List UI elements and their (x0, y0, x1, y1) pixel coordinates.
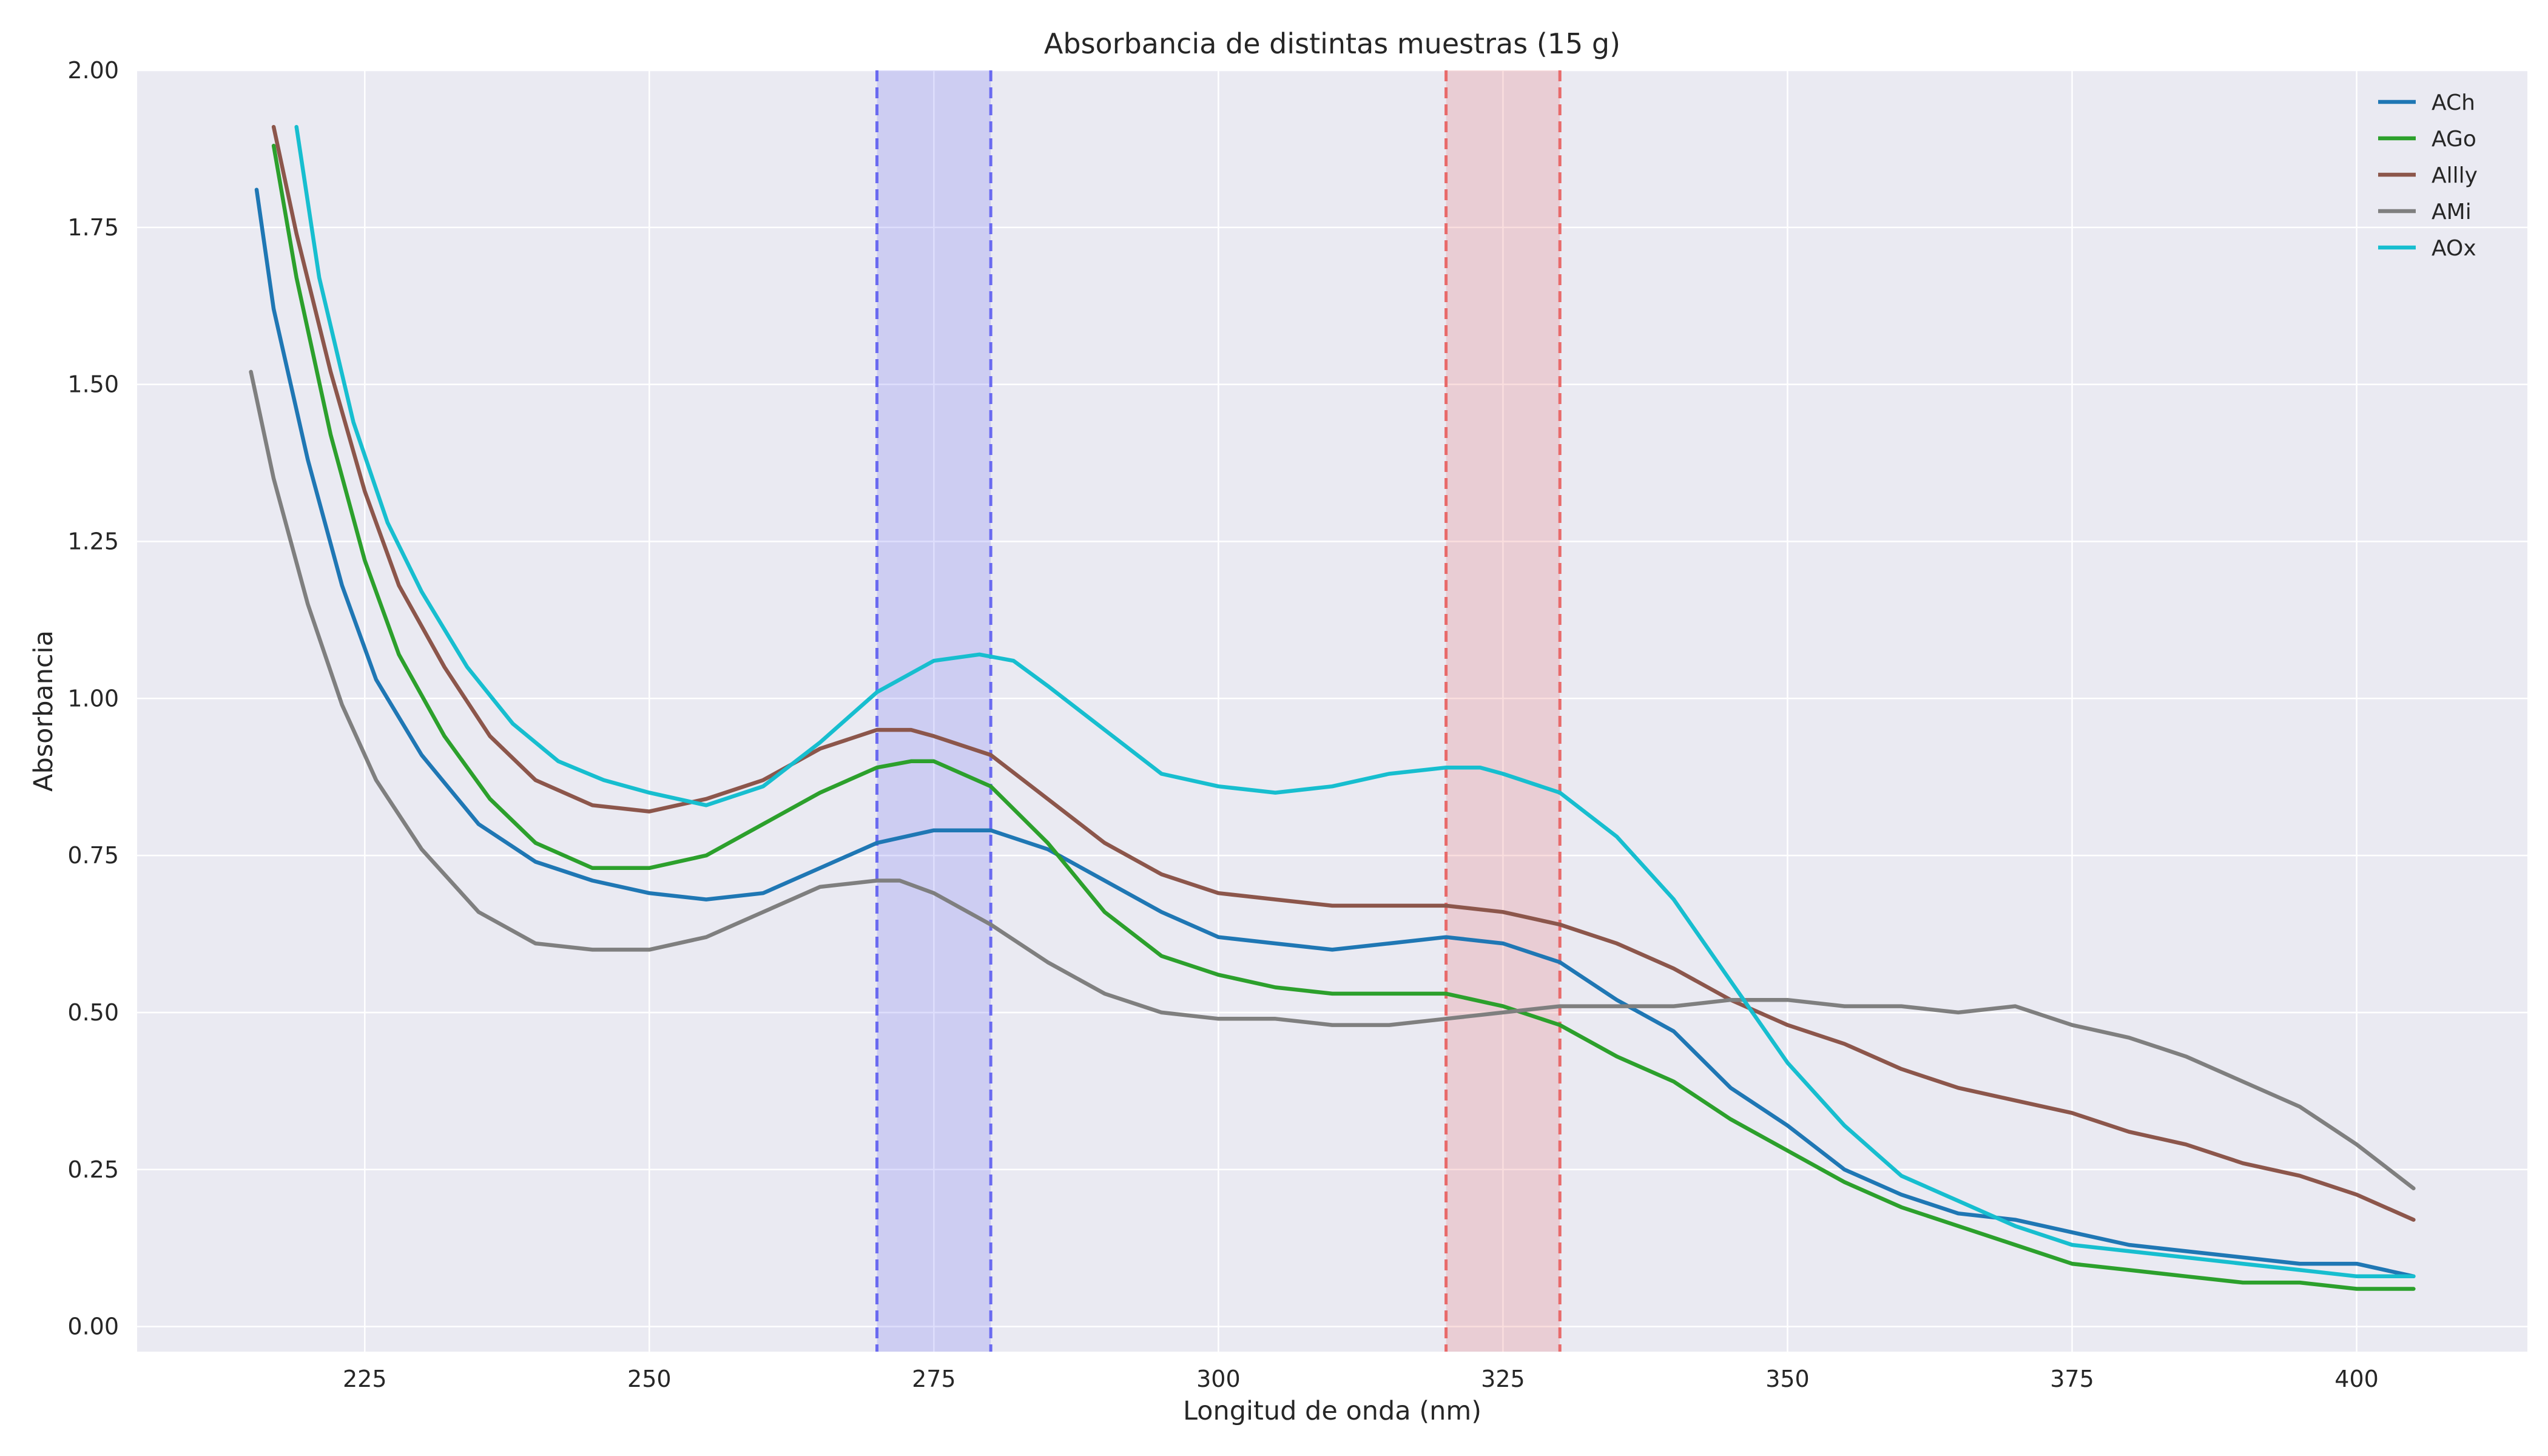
y-tick-label: 0.25 (67, 1156, 119, 1183)
y-tick-label: 0.00 (67, 1313, 119, 1340)
highlight-band (877, 70, 991, 1352)
series-line-aox (294, 124, 2416, 1279)
x-tick-label: 250 (627, 1366, 672, 1392)
y-tick-label: 1.75 (67, 214, 119, 241)
x-axis-title: Longitud de onda (nm) (1183, 1396, 1481, 1426)
y-tick-label: 0.50 (67, 999, 119, 1026)
legend-label-ami: AMi (2432, 200, 2472, 224)
series-line-ach (254, 187, 2416, 1279)
highlight-bands (875, 70, 1562, 1352)
highlight-band (1446, 70, 1560, 1352)
x-tick-label: 400 (2334, 1366, 2379, 1392)
y-tick-label: 2.00 (67, 57, 119, 84)
grid-lines (137, 69, 2527, 1352)
legend-label-allly: Allly (2432, 163, 2478, 188)
legend-label-ago: AGo (2432, 127, 2476, 152)
y-tick-label: 1.25 (67, 528, 119, 554)
plot-area (137, 70, 2527, 1352)
y-axis-title: Absorbancia (29, 630, 59, 792)
y-tick-label: 1.00 (67, 685, 119, 712)
series-lines (249, 124, 2416, 1291)
chart-title: Absorbancia de distintas muestras (15 g) (1044, 27, 1620, 60)
legend-label-ach: ACh (2432, 90, 2475, 115)
y-tick-label: 1.50 (67, 371, 119, 398)
y-tick-labels: 0.00 0.25 0.50 0.75 1.00 1.25 1.50 1.75 2.00 (67, 57, 119, 1340)
legend: ACh AGo Allly AMi AOx (2378, 90, 2478, 261)
x-tick-label: 350 (1765, 1366, 1810, 1392)
x-tick-label: 225 (343, 1366, 387, 1392)
x-tick-label: 300 (1196, 1366, 1241, 1392)
x-tick-label: 275 (912, 1366, 956, 1392)
series-line-allly (271, 124, 2416, 1222)
x-tick-label: 375 (2050, 1366, 2094, 1392)
legend-label-aox: AOx (2432, 236, 2476, 261)
y-tick-label: 0.75 (67, 842, 119, 869)
series-line-ami (249, 369, 2416, 1191)
x-tick-labels: 225 250 275 300 325 350 375 400 (343, 1366, 2379, 1392)
x-tick-label: 325 (1481, 1366, 1525, 1392)
series-line-ago (271, 143, 2416, 1291)
